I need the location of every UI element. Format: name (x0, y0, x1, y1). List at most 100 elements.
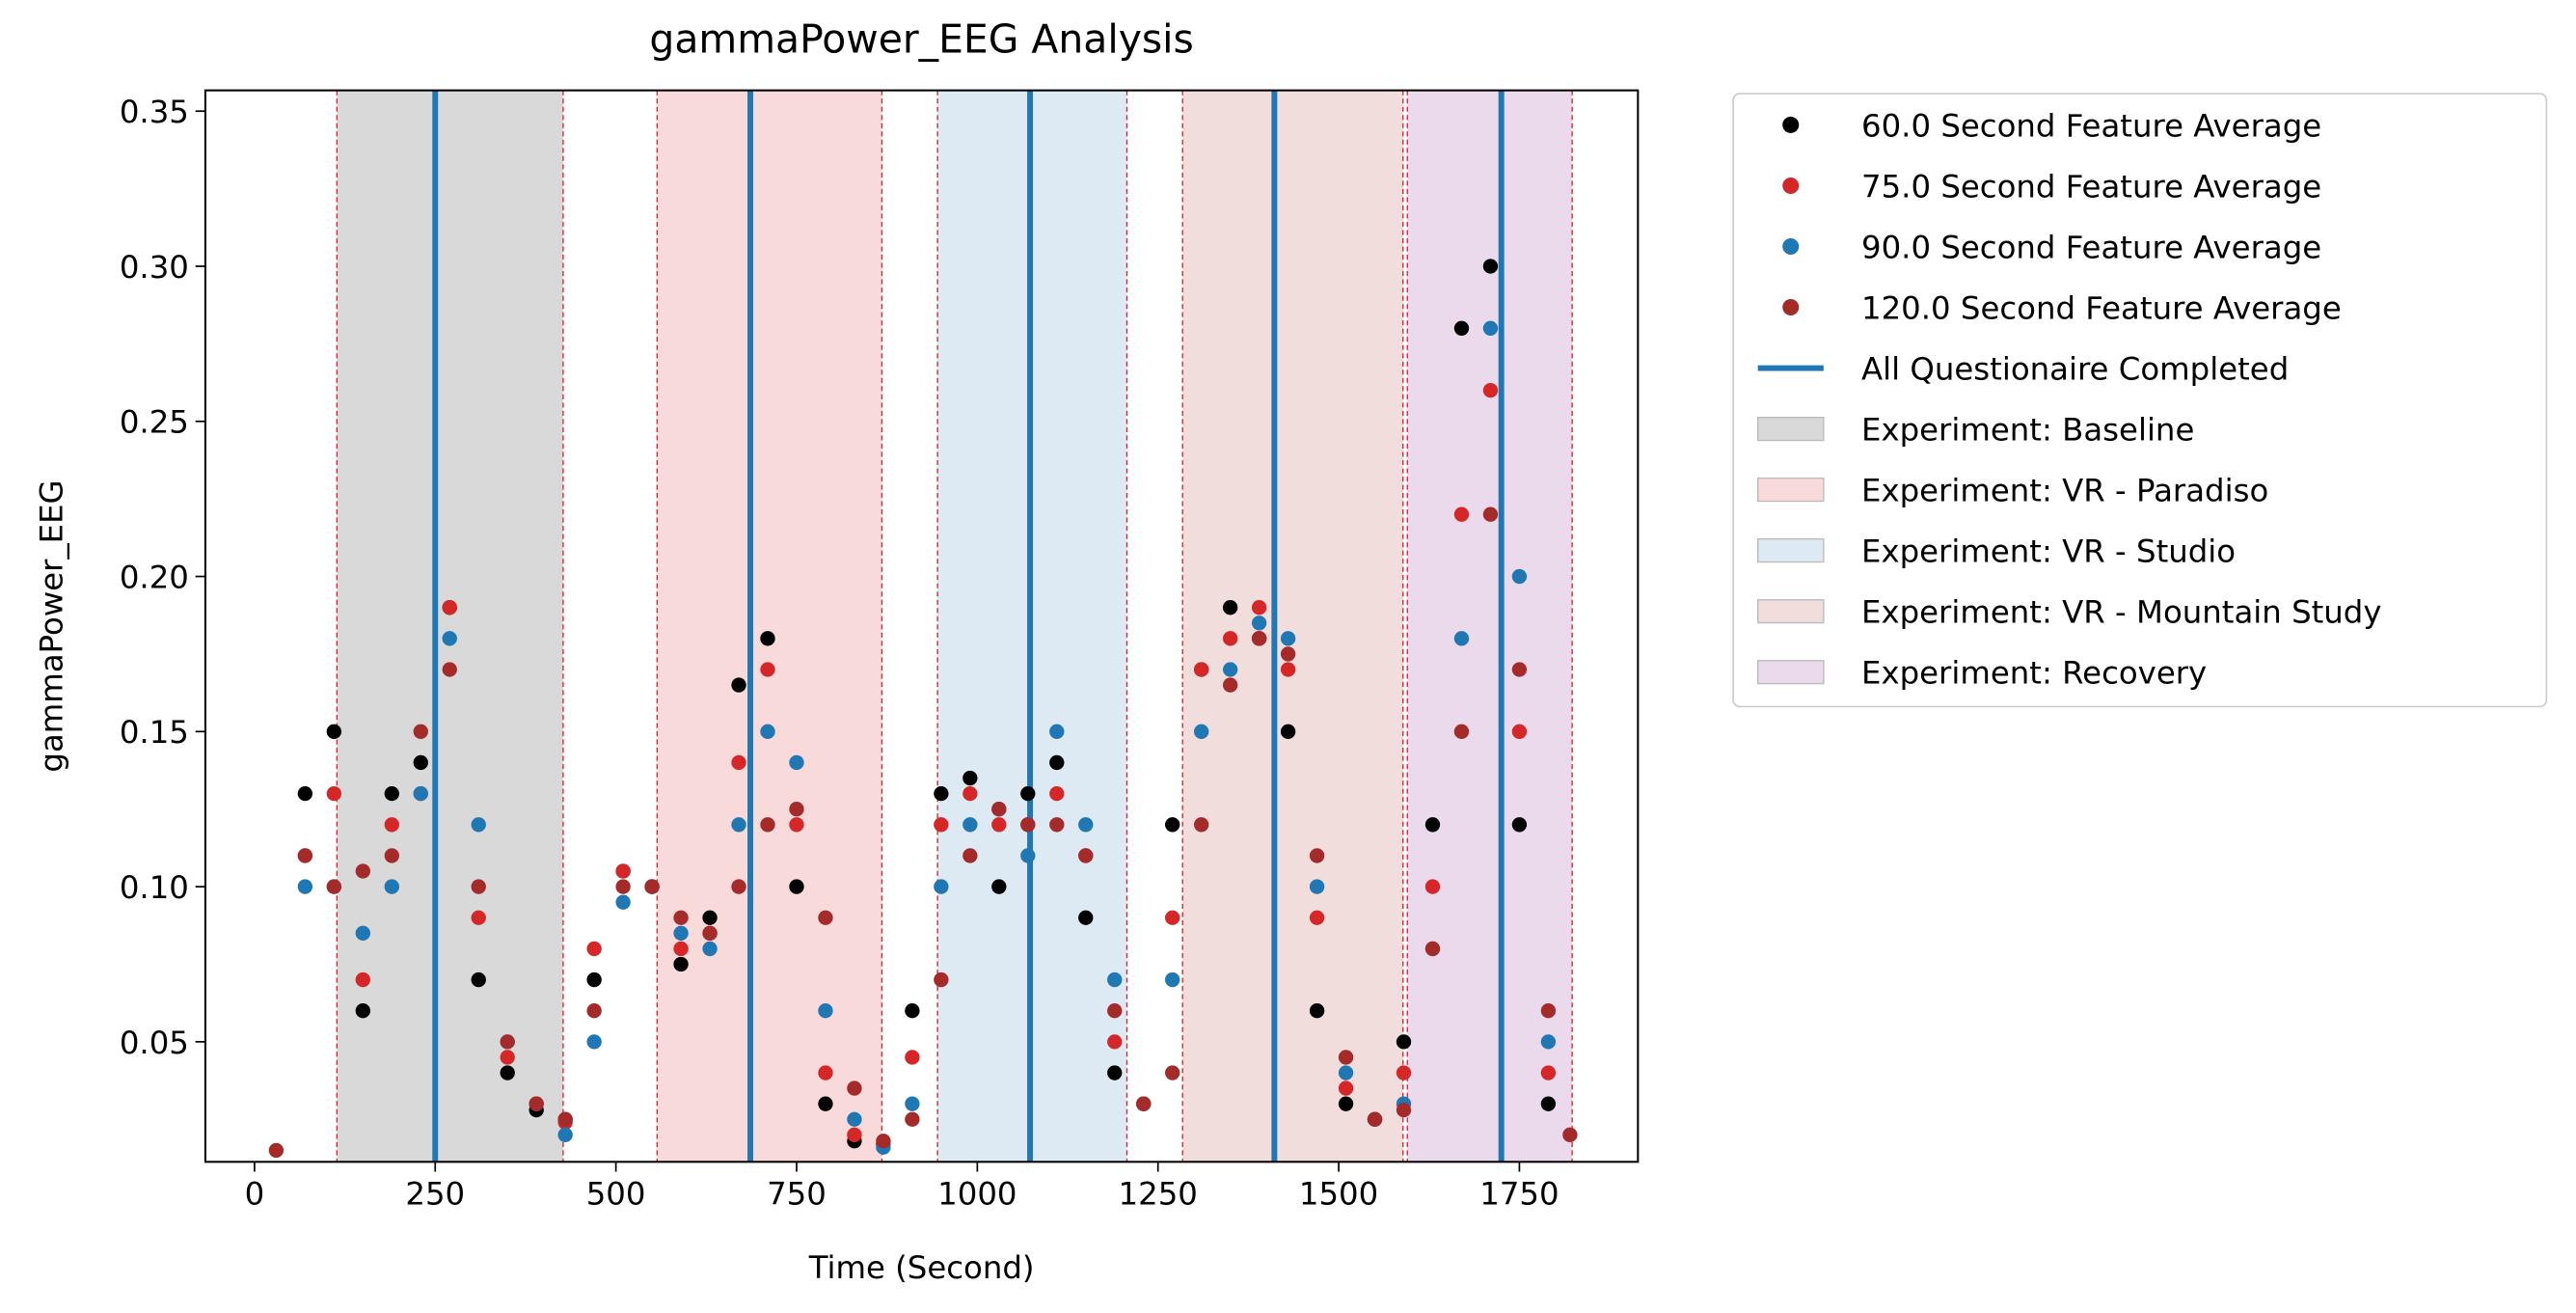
x-tick-label: 1750 (1479, 1176, 1559, 1213)
data-point (268, 1142, 285, 1159)
data-point (1165, 971, 1180, 988)
data-point (1049, 754, 1065, 771)
data-point (1049, 817, 1065, 833)
data-point (326, 785, 341, 802)
data-point (731, 754, 746, 771)
data-point (1338, 1080, 1354, 1096)
data-point (615, 863, 631, 879)
data-point (1194, 662, 1209, 677)
data-point (1453, 320, 1470, 336)
data-point (586, 941, 602, 957)
chart-title: gammaPower_EEG Analysis (649, 15, 1193, 62)
data-point (557, 1111, 573, 1127)
data-point (384, 785, 399, 802)
data-point (760, 631, 775, 646)
data-point (500, 1065, 515, 1080)
data-point (1309, 1003, 1325, 1019)
legend-marker (1782, 237, 1800, 256)
data-point (1078, 817, 1094, 833)
data-point (673, 910, 689, 925)
data-point (644, 879, 660, 894)
data-point (355, 1003, 370, 1019)
data-point (384, 817, 399, 833)
data-point (1424, 817, 1441, 833)
legend-label: Experiment: VR - Mountain Study (1861, 594, 2382, 631)
data-point (905, 1050, 920, 1065)
legend-label: Experiment: VR - Paradiso (1861, 473, 2268, 509)
data-point (1280, 662, 1296, 677)
legend-patch (1757, 477, 1825, 503)
data-point (413, 754, 428, 771)
data-point (1511, 568, 1528, 585)
data-point (1396, 1034, 1412, 1050)
data-point (1049, 785, 1065, 802)
data-point (876, 1134, 891, 1149)
data-point (1540, 1096, 1557, 1111)
data-point (1020, 848, 1036, 863)
data-point (760, 724, 775, 739)
y-axis-label: gammaPower_EEG (34, 479, 70, 772)
data-point (1078, 848, 1094, 863)
data-point (1453, 724, 1470, 739)
axes-frame (203, 89, 1640, 1163)
data-point (529, 1096, 544, 1111)
data-point (1540, 1065, 1557, 1080)
legend-patch (1757, 416, 1825, 442)
y-tick-label: 0.30 (120, 249, 189, 286)
data-point (847, 1111, 862, 1127)
data-point (789, 802, 804, 817)
data-point (413, 785, 428, 802)
data-point (471, 910, 486, 925)
x-tick-label: 500 (586, 1176, 646, 1213)
y-tick-label: 0.25 (120, 404, 189, 441)
legend-patch (1757, 538, 1825, 563)
data-point (760, 662, 775, 677)
data-point (963, 770, 978, 786)
data-point (673, 956, 689, 972)
data-point (1222, 631, 1238, 646)
data-point (1338, 1096, 1354, 1111)
data-point (297, 879, 313, 894)
data-point (731, 817, 746, 833)
legend-patch (1757, 599, 1825, 624)
legend-label: Experiment: VR - Studio (1861, 533, 2236, 570)
data-point (731, 677, 746, 693)
data-point (905, 1003, 920, 1019)
data-point (1367, 1111, 1383, 1127)
y-tick-label: 0.05 (120, 1025, 189, 1061)
data-point (1511, 662, 1528, 677)
data-point (500, 1050, 515, 1065)
data-point (991, 879, 1007, 894)
data-point (1222, 662, 1238, 677)
legend-label: Experiment: Baseline (1861, 411, 2194, 448)
data-point (991, 802, 1007, 817)
experiment-span (337, 90, 563, 1163)
data-point (384, 848, 399, 863)
legend-label: Experiment: Recovery (1861, 655, 2207, 692)
data-point (1194, 724, 1209, 739)
data-point (1396, 1065, 1412, 1080)
data-point (1251, 615, 1267, 631)
data-point (1078, 910, 1094, 925)
data-point (934, 879, 949, 894)
legend-label: 60.0 Second Feature Average (1861, 107, 2321, 144)
data-point (384, 879, 399, 894)
data-point (355, 925, 370, 941)
data-point (1165, 1065, 1180, 1080)
data-point (1338, 1065, 1354, 1080)
data-point (818, 910, 833, 925)
data-point (1338, 1050, 1354, 1065)
data-point (673, 925, 689, 941)
data-point (1540, 1034, 1557, 1050)
legend: 60.0 Second Feature Average 75.0 Second F… (1757, 107, 2382, 692)
legend-label: 90.0 Second Feature Average (1861, 229, 2321, 265)
data-point (818, 1065, 833, 1080)
data-point (702, 925, 718, 941)
data-point (905, 1111, 920, 1127)
data-point (413, 724, 428, 739)
data-point (818, 1096, 833, 1111)
data-point (326, 879, 341, 894)
y-tick-label: 0.10 (120, 869, 189, 906)
data-point (1482, 382, 1499, 398)
